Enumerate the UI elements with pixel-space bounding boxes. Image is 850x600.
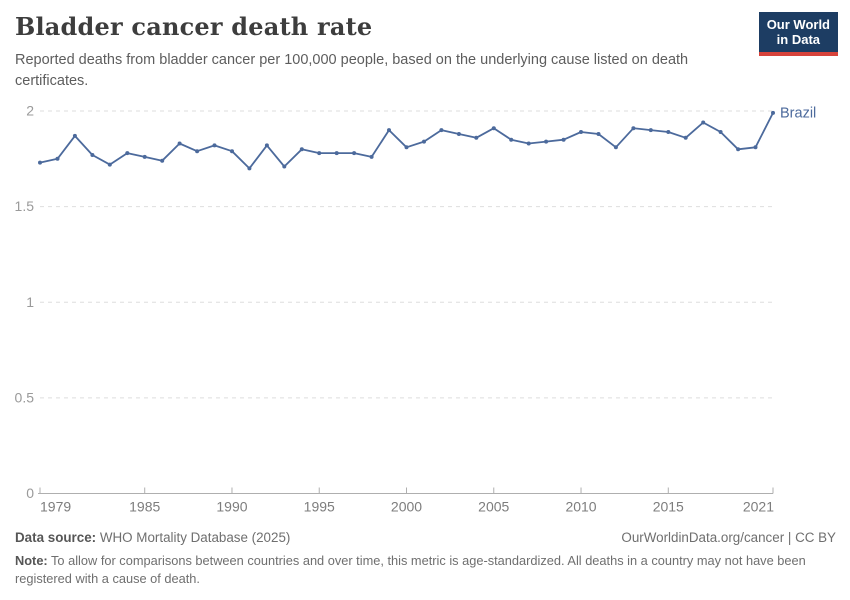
line-chart: 0 0.5 1 1.5 2 1979 1985 1990 1995 2000 2005 2010 201… (0, 95, 850, 525)
x-tick-label: 2015 (653, 499, 684, 515)
x-tick-label: 2000 (391, 499, 422, 515)
data-point (613, 145, 618, 150)
page-title: Bladder cancer death rate (15, 12, 373, 41)
data-point (544, 139, 549, 144)
data-point (701, 120, 706, 125)
data-point (160, 158, 165, 163)
x-tick-label: 1995 (304, 499, 335, 515)
y-tick-label: 0 (26, 485, 34, 501)
data-point (142, 154, 147, 159)
data-point (282, 164, 287, 169)
x-tick-label: 1979 (40, 499, 71, 515)
x-tick-label: 2010 (565, 499, 596, 515)
line-chart-canvas: 0 0.5 1 1.5 2 1979 1985 1990 1995 2000 2005 2010 201… (15, 103, 817, 515)
data-point (334, 151, 339, 156)
x-tick-label: 1990 (216, 499, 247, 515)
data-point (509, 137, 514, 142)
data-point (90, 153, 95, 157)
data-point (107, 162, 112, 167)
data-point (352, 151, 357, 156)
trend-line (39, 112, 774, 170)
data-point (491, 126, 496, 131)
data-point (474, 135, 479, 140)
data-point (666, 130, 671, 134)
data-point (526, 141, 531, 146)
data-point (264, 143, 269, 148)
data-point (753, 145, 758, 150)
owid-logo-line1: Our World (766, 17, 830, 32)
data-point (404, 145, 409, 150)
data-point (195, 149, 200, 154)
data-point (38, 160, 42, 165)
data-point (72, 133, 77, 138)
owid-logo-line2: in Data (776, 32, 821, 48)
y-tick-label: 1.5 (15, 198, 35, 214)
data-point (683, 135, 688, 140)
chart-subtitle: Reported deaths from bladder cancer per … (15, 52, 689, 89)
data-point (212, 143, 217, 148)
data-point (387, 128, 391, 133)
data-point (736, 147, 741, 152)
data-point (317, 151, 322, 156)
data-point (55, 156, 60, 161)
y-tick-label: 0.5 (15, 389, 35, 405)
data-point (177, 141, 182, 146)
footnote-label: Note: (15, 553, 48, 568)
data-point (561, 137, 566, 142)
footer: Data source: WHO Mortality Database (202… (0, 530, 850, 548)
data-point (648, 128, 653, 133)
data-point (718, 130, 723, 134)
footnote: Note: To allow for comparisons between c… (15, 552, 833, 588)
data-point (771, 110, 775, 115)
data-point (596, 132, 601, 136)
data-point (369, 154, 374, 159)
data-point (247, 166, 252, 171)
x-tick-label: 1985 (129, 499, 160, 515)
owid-logo[interactable]: Our World in Data (758, 12, 838, 56)
data-point (579, 130, 583, 134)
x-tick-label: 2005 (478, 499, 509, 515)
data-point (230, 149, 234, 154)
data-point (299, 147, 304, 152)
data-source-label: Data source: (15, 530, 97, 545)
x-tick-label: 2021 (743, 499, 774, 515)
owid-link[interactable]: OurWorldinData.org/cancer | CC BY (621, 530, 836, 545)
data-point (439, 128, 444, 133)
series-end-label: Brazil (780, 105, 816, 121)
data-point (631, 126, 636, 131)
data-point (125, 151, 130, 156)
footnote-value: To allow for comparisons between countri… (15, 553, 806, 587)
y-tick-label: 2 (26, 103, 34, 119)
data-point (422, 139, 426, 144)
data-source: Data source: WHO Mortality Database (202… (15, 530, 290, 545)
data-point (456, 132, 461, 136)
y-tick-label: 1 (26, 294, 34, 310)
data-source-value: WHO Mortality Database (2025) (96, 530, 291, 545)
